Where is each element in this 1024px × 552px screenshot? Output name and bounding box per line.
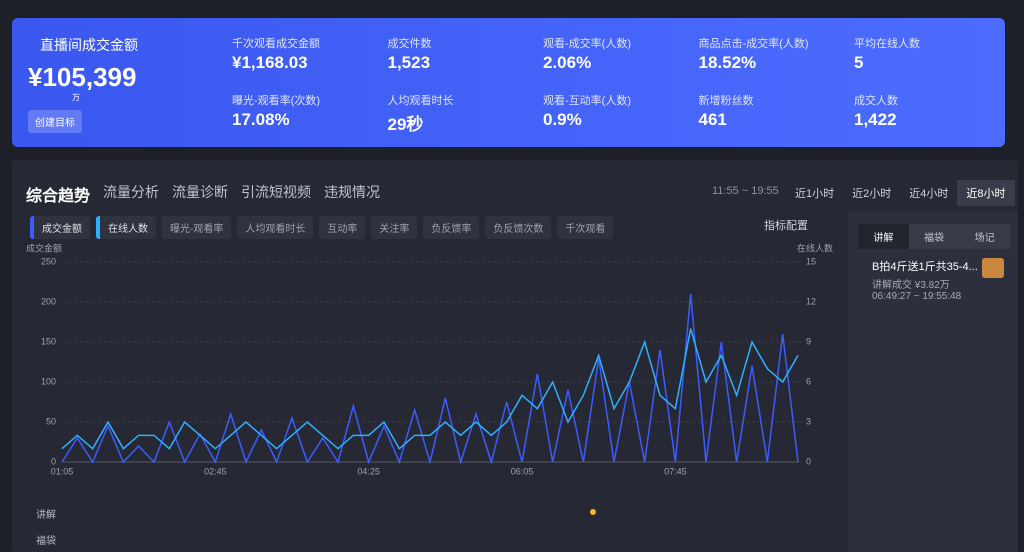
row-label: 讲解 [36,510,56,521]
config-button[interactable]: 指标配置 [764,220,808,232]
metric-value: 461 [698,110,727,129]
x-tick-label: 06:05 [511,466,534,476]
metric-label: 千次观看成交金额 [232,38,320,50]
tab[interactable]: 流量诊断 [172,184,228,200]
range-button[interactable]: 近8小时 [957,180,1015,206]
metric-label: 新增粉丝数 [698,95,754,107]
metric-value: 5 [854,53,864,72]
metric-value: 2.06% [543,53,592,72]
y2-tick-label: 9 [806,336,811,346]
y2-tick-label: 0 [806,456,811,466]
x-tick-label: 04:25 [357,466,380,476]
item-sales: 讲解成交 ¥3.82万 [872,280,950,291]
metric-value: 29秒 [387,115,424,134]
metric-chip[interactable]: 负反馈次数 [485,216,552,239]
metric-value: ¥1,168.03 [232,53,308,72]
y-tick-label: 150 [41,336,56,346]
side-tab[interactable]: 福袋 [924,233,944,244]
metric-label: 曝光-观看率(次数) [232,95,320,107]
series-line [61,293,799,465]
metric-chip[interactable]: 人均观看时长 [237,216,314,239]
y-tick-label: 100 [41,376,56,386]
y2-tick-label: 3 [806,416,811,426]
metric-value: 18.52% [698,53,757,72]
tab[interactable]: 违规情况 [324,184,380,200]
event-dot [590,509,596,515]
y2-axis-title: 在线人数 [797,242,833,253]
metric-label: 商品点击-成交率(人数) [698,38,809,50]
item-thumb [982,258,1004,278]
item-time: 06:49:27 ~ 19:55:48 [872,291,962,302]
summary-card: 直播间成交金额 ¥105,399 万 创建目标 千次观看成交金额 ¥1,168.0… [12,18,1005,147]
y-tick-label: 200 [41,296,56,306]
metric-value: 0.9% [543,110,582,129]
tab[interactable]: 引流短视频 [241,184,311,200]
y-axis-title: 成交金额 [26,242,62,253]
range-buttons: 近1小时 近2小时 近4小时 近8小时 [786,180,1015,206]
metric-chip[interactable]: 互动率 [319,216,366,239]
item-title[interactable]: B拍4斤送1斤共35-4... [872,261,978,273]
card-value: ¥105,399 [28,62,137,92]
range-button[interactable]: 近4小时 [909,188,949,200]
x-tick-label: 02:45 [204,466,227,476]
y-tick-label: 50 [46,416,56,426]
metric-label: 平均在线人数 [854,38,920,50]
x-tick-label: 07:45 [664,466,687,476]
y-tick-label: 0 [51,456,56,466]
side-tabs: 讲解 福袋 场记 [858,224,1010,249]
card-title: 直播间成交金额 [40,37,138,53]
tab[interactable]: 综合趋势 [26,188,91,205]
metric-chip[interactable]: 曝光-观看率 [162,216,232,239]
side-panel: 讲解 福袋 场记 B拍4斤送1斤共35-4... 讲解成交 ¥3.82万 06:49… [848,212,1018,552]
time-range: 11:55 ~ 19:55 [712,185,779,197]
metric-label: 人均观看时长 [387,95,454,107]
x-tick-label: 01:05 [51,466,74,476]
range-button[interactable]: 近2小时 [852,188,892,200]
metric-chip[interactable]: 负反馈率 [423,216,480,239]
metric-value: 17.08% [232,110,290,129]
y-tick-label: 250 [41,256,56,266]
legend: 成交金额 在线人数 曝光-观看率 人均观看时长 互动率 关注率 负反馈率 负反馈次数 千次观看 [30,216,619,239]
metric-value: 1,523 [387,53,431,72]
metric-label: 成交人数 [854,95,898,107]
side-tab[interactable]: 讲解 [858,224,909,249]
legend-item[interactable]: 成交金额 [30,216,90,239]
metric-chip[interactable]: 千次观看 [557,216,614,239]
card-unit: 万 [72,93,80,102]
y2-tick-label: 12 [806,296,816,306]
tab[interactable]: 流量分析 [103,184,159,200]
create-goal-button[interactable]: 创建目标 [28,110,82,133]
metric-value: 1,422 [854,110,897,129]
metric-chip[interactable]: 关注率 [371,216,418,239]
metric-label: 观看-互动率(人数) [543,95,631,107]
metric-label: 成交件数 [387,38,432,50]
legend-item[interactable]: 在线人数 [96,216,156,239]
y2-tick-label: 6 [806,376,811,386]
side-tab[interactable]: 场记 [974,233,995,244]
y2-tick-label: 15 [806,256,816,266]
row-label: 福袋 [36,536,56,547]
series-line [61,328,799,450]
metric-label: 观看-成交率(人数) [543,38,631,50]
range-button[interactable]: 近1小时 [795,188,835,200]
